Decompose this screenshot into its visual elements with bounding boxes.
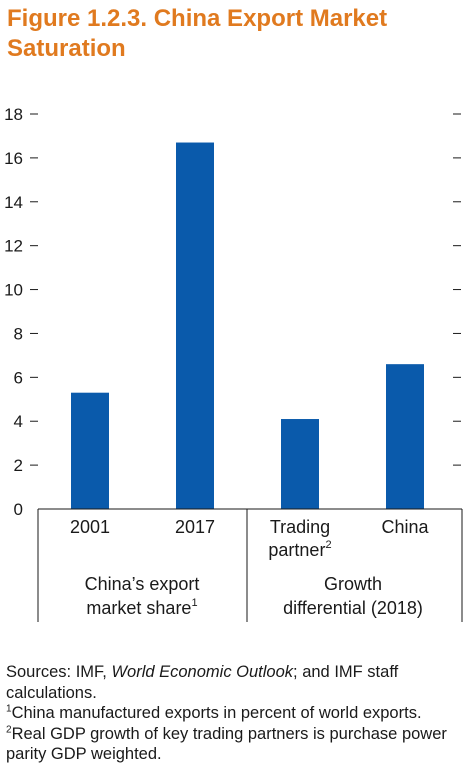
figure-notes: Sources: IMF, World Economic Outlook; an… [6, 662, 472, 765]
bar-2001 [71, 392, 109, 509]
footnote-1-marker: 1 [6, 703, 12, 715]
bar-chart: 0 2 4 6 8 10 12 14 16 18 2001 2017 Trading partner2 C… [4, 105, 463, 622]
footnote-1: 1China manufactured exports in percent o… [6, 703, 472, 724]
category-label: 2001 [70, 517, 110, 537]
category-label: Trading partner2 [268, 517, 331, 560]
footnote-2-marker: 2 [6, 724, 12, 735]
category-label: 2017 [175, 517, 215, 537]
figure-title: Figure 1.2.3. China Export Market Satura… [7, 5, 388, 62]
y-tick-label: 2 [14, 456, 23, 475]
y-axis-right [453, 113, 461, 466]
y-tick-label: 18 [4, 105, 23, 124]
footnote-2-text: Real GDP growth of key trading partners … [6, 724, 447, 764]
group-labels: China’s export market share1 Growth differe… [85, 574, 423, 618]
category-labels: 2001 2017 Trading partner2 China [70, 517, 430, 560]
y-tick-label: 4 [14, 412, 23, 431]
group-label: Growth differential (2018) [283, 574, 423, 618]
y-tick-label: 10 [4, 281, 23, 300]
bar-trading-partner [281, 419, 319, 509]
y-tick-label: 14 [4, 193, 23, 212]
y-tick-label: 6 [14, 368, 23, 387]
y-tick-label: 12 [4, 237, 23, 256]
sources-publication: World Economic Outlook [111, 663, 294, 681]
bar-2017 [176, 142, 214, 509]
bars [71, 142, 424, 509]
sources-suffix: ; and IMF staff calculations. [6, 663, 399, 702]
bar-china [386, 364, 424, 509]
category-label: China [381, 517, 429, 537]
y-axis-left: 0 2 4 6 8 10 12 14 16 18 [4, 105, 38, 519]
y-tick-label: 16 [4, 149, 23, 168]
sources-prefix: Sources: IMF, [6, 663, 112, 681]
footnote-1-text: China manufactured exports in percent of… [11, 704, 422, 722]
y-tick-label: 0 [14, 500, 23, 519]
y-tick-label: 8 [14, 324, 23, 343]
footnote-2: 2Real GDP growth of key trading partners… [6, 724, 472, 765]
x-axis [37, 508, 463, 622]
sources-note: Sources: IMF, World Economic Outlook; an… [6, 662, 472, 703]
group-label: China’s export market share1 [85, 574, 200, 618]
